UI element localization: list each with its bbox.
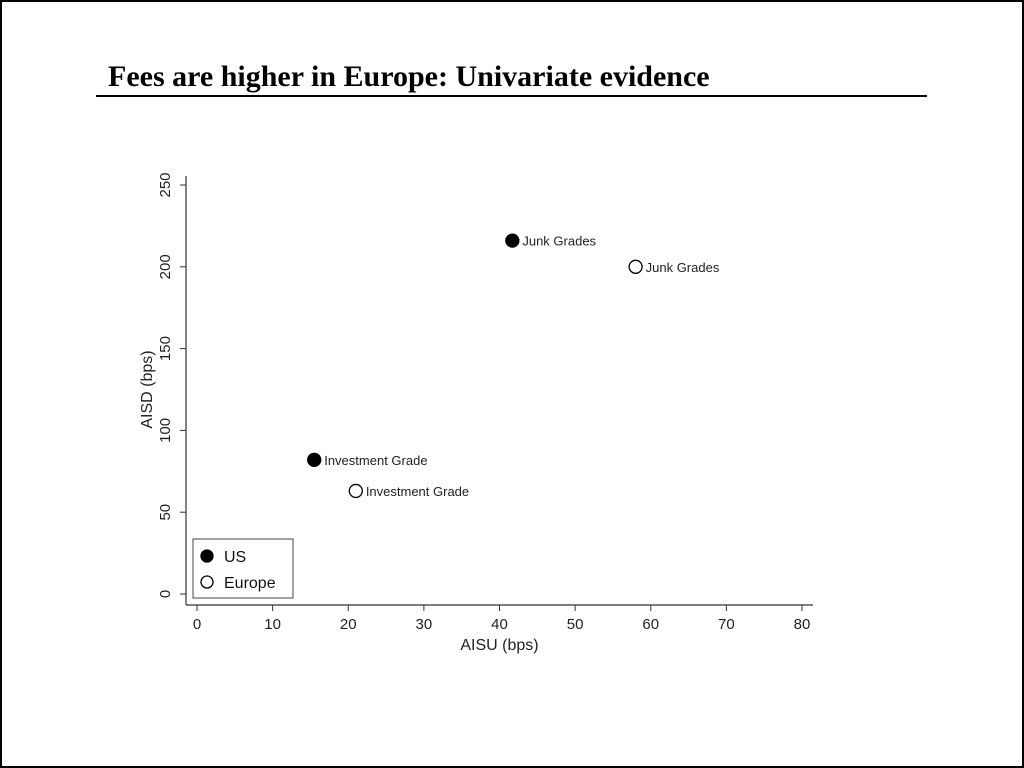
x-tick-label: 0	[193, 616, 201, 633]
point-us-0	[307, 452, 322, 467]
point-europe-1	[628, 259, 643, 274]
x-tick-label: 70	[718, 616, 735, 633]
y-tick-label: 100	[157, 418, 174, 443]
y-tick-label: 0	[157, 590, 174, 598]
x-tick-label: 50	[567, 616, 584, 633]
y-tick-label: 150	[157, 336, 174, 361]
legend-box	[192, 538, 294, 599]
y-tick-label: 200	[157, 254, 174, 279]
y-tick-label: 50	[157, 504, 174, 521]
x-tick-label: 60	[642, 616, 659, 633]
x-tick-label: 10	[264, 616, 281, 633]
x-tick-label: 30	[416, 616, 433, 633]
y-axis-title: AISD (bps)	[139, 350, 156, 428]
point-label-europe-1: Junk Grades	[646, 260, 720, 275]
x-axis-title: AISU (bps)	[460, 637, 538, 654]
chart-legend: US Europe	[192, 538, 294, 599]
legend-marker-europe	[200, 575, 214, 589]
point-label-us-1: Junk Grades	[522, 234, 596, 249]
legend-label-us: US	[224, 549, 246, 566]
point-label-europe-0: Investment Grade	[366, 484, 469, 499]
x-tick-label: 80	[794, 616, 811, 633]
x-tick-label: 20	[340, 616, 357, 633]
y-tick-label: 250	[157, 172, 174, 197]
x-tick-label: 40	[491, 616, 508, 633]
point-us-1	[505, 233, 520, 248]
legend-label-europe: Europe	[224, 575, 276, 592]
point-label-us-0: Investment Grade	[324, 453, 427, 468]
chart-ticks: 0 10 20 30 40 50 60 70 80 0 50 100 150 200 250	[157, 172, 810, 633]
chart-points: Investment Grade Junk Grades Investment Gr…	[307, 233, 720, 499]
legend-marker-us	[200, 549, 214, 563]
point-europe-0	[348, 483, 363, 499]
slide-title: Fees are higher in Europe: Univariate ev…	[108, 60, 710, 93]
title-underline	[96, 95, 927, 97]
